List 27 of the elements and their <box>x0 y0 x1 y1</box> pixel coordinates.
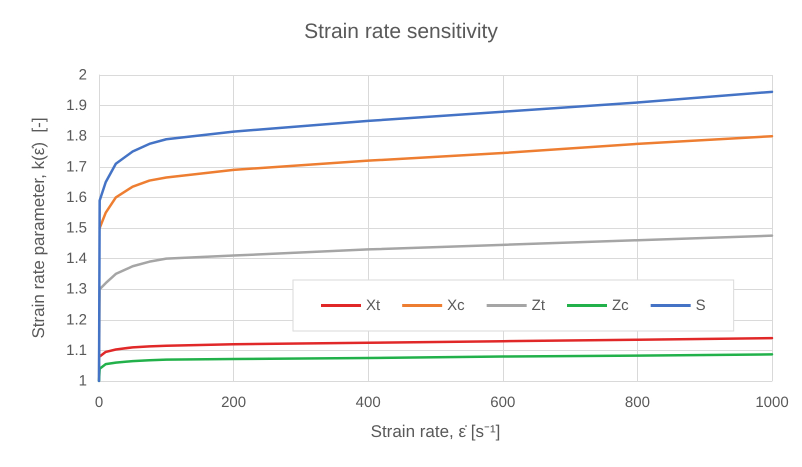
x-tick-label: 600 <box>490 394 516 411</box>
x-axis-title: Strain rate, ε̇ [s⁻¹] <box>370 422 500 441</box>
x-tick-label: 0 <box>94 394 104 411</box>
x-tick-label: 800 <box>624 394 650 411</box>
y-tick-label: 1 <box>78 372 87 390</box>
y-tick-label: 1.3 <box>66 280 87 298</box>
y-tick-label: 1.4 <box>66 250 87 268</box>
x-tick-label: 400 <box>356 394 381 411</box>
chart-title: Strain rate sensitivity <box>304 20 498 43</box>
y-tick-label: 1.5 <box>66 220 87 236</box>
y-tick-label: 1.9 <box>66 97 87 114</box>
legend-label: S <box>696 297 706 314</box>
line-series <box>98 134 774 230</box>
y-tick-label: 1.2 <box>66 311 87 328</box>
y-tick-label: 1.8 <box>66 128 87 145</box>
legend-label: Xt <box>366 297 382 314</box>
legend-label: Zc <box>612 297 630 314</box>
y-tick-label: 1.6 <box>66 188 87 206</box>
y-tick-label: 2 <box>78 66 87 84</box>
y-tick-label: 1.1 <box>66 342 87 359</box>
x-tick-label: 1000 <box>755 394 789 411</box>
legend-label: Zt <box>532 297 546 314</box>
y-axis-title: Strain rate parameter, k(ε̇) [-] <box>29 117 48 339</box>
line-series <box>98 336 774 358</box>
legend-label: Xc <box>447 297 466 314</box>
x-tick-label: 200 <box>221 394 246 411</box>
y-tick-label: 1.7 <box>66 158 87 176</box>
